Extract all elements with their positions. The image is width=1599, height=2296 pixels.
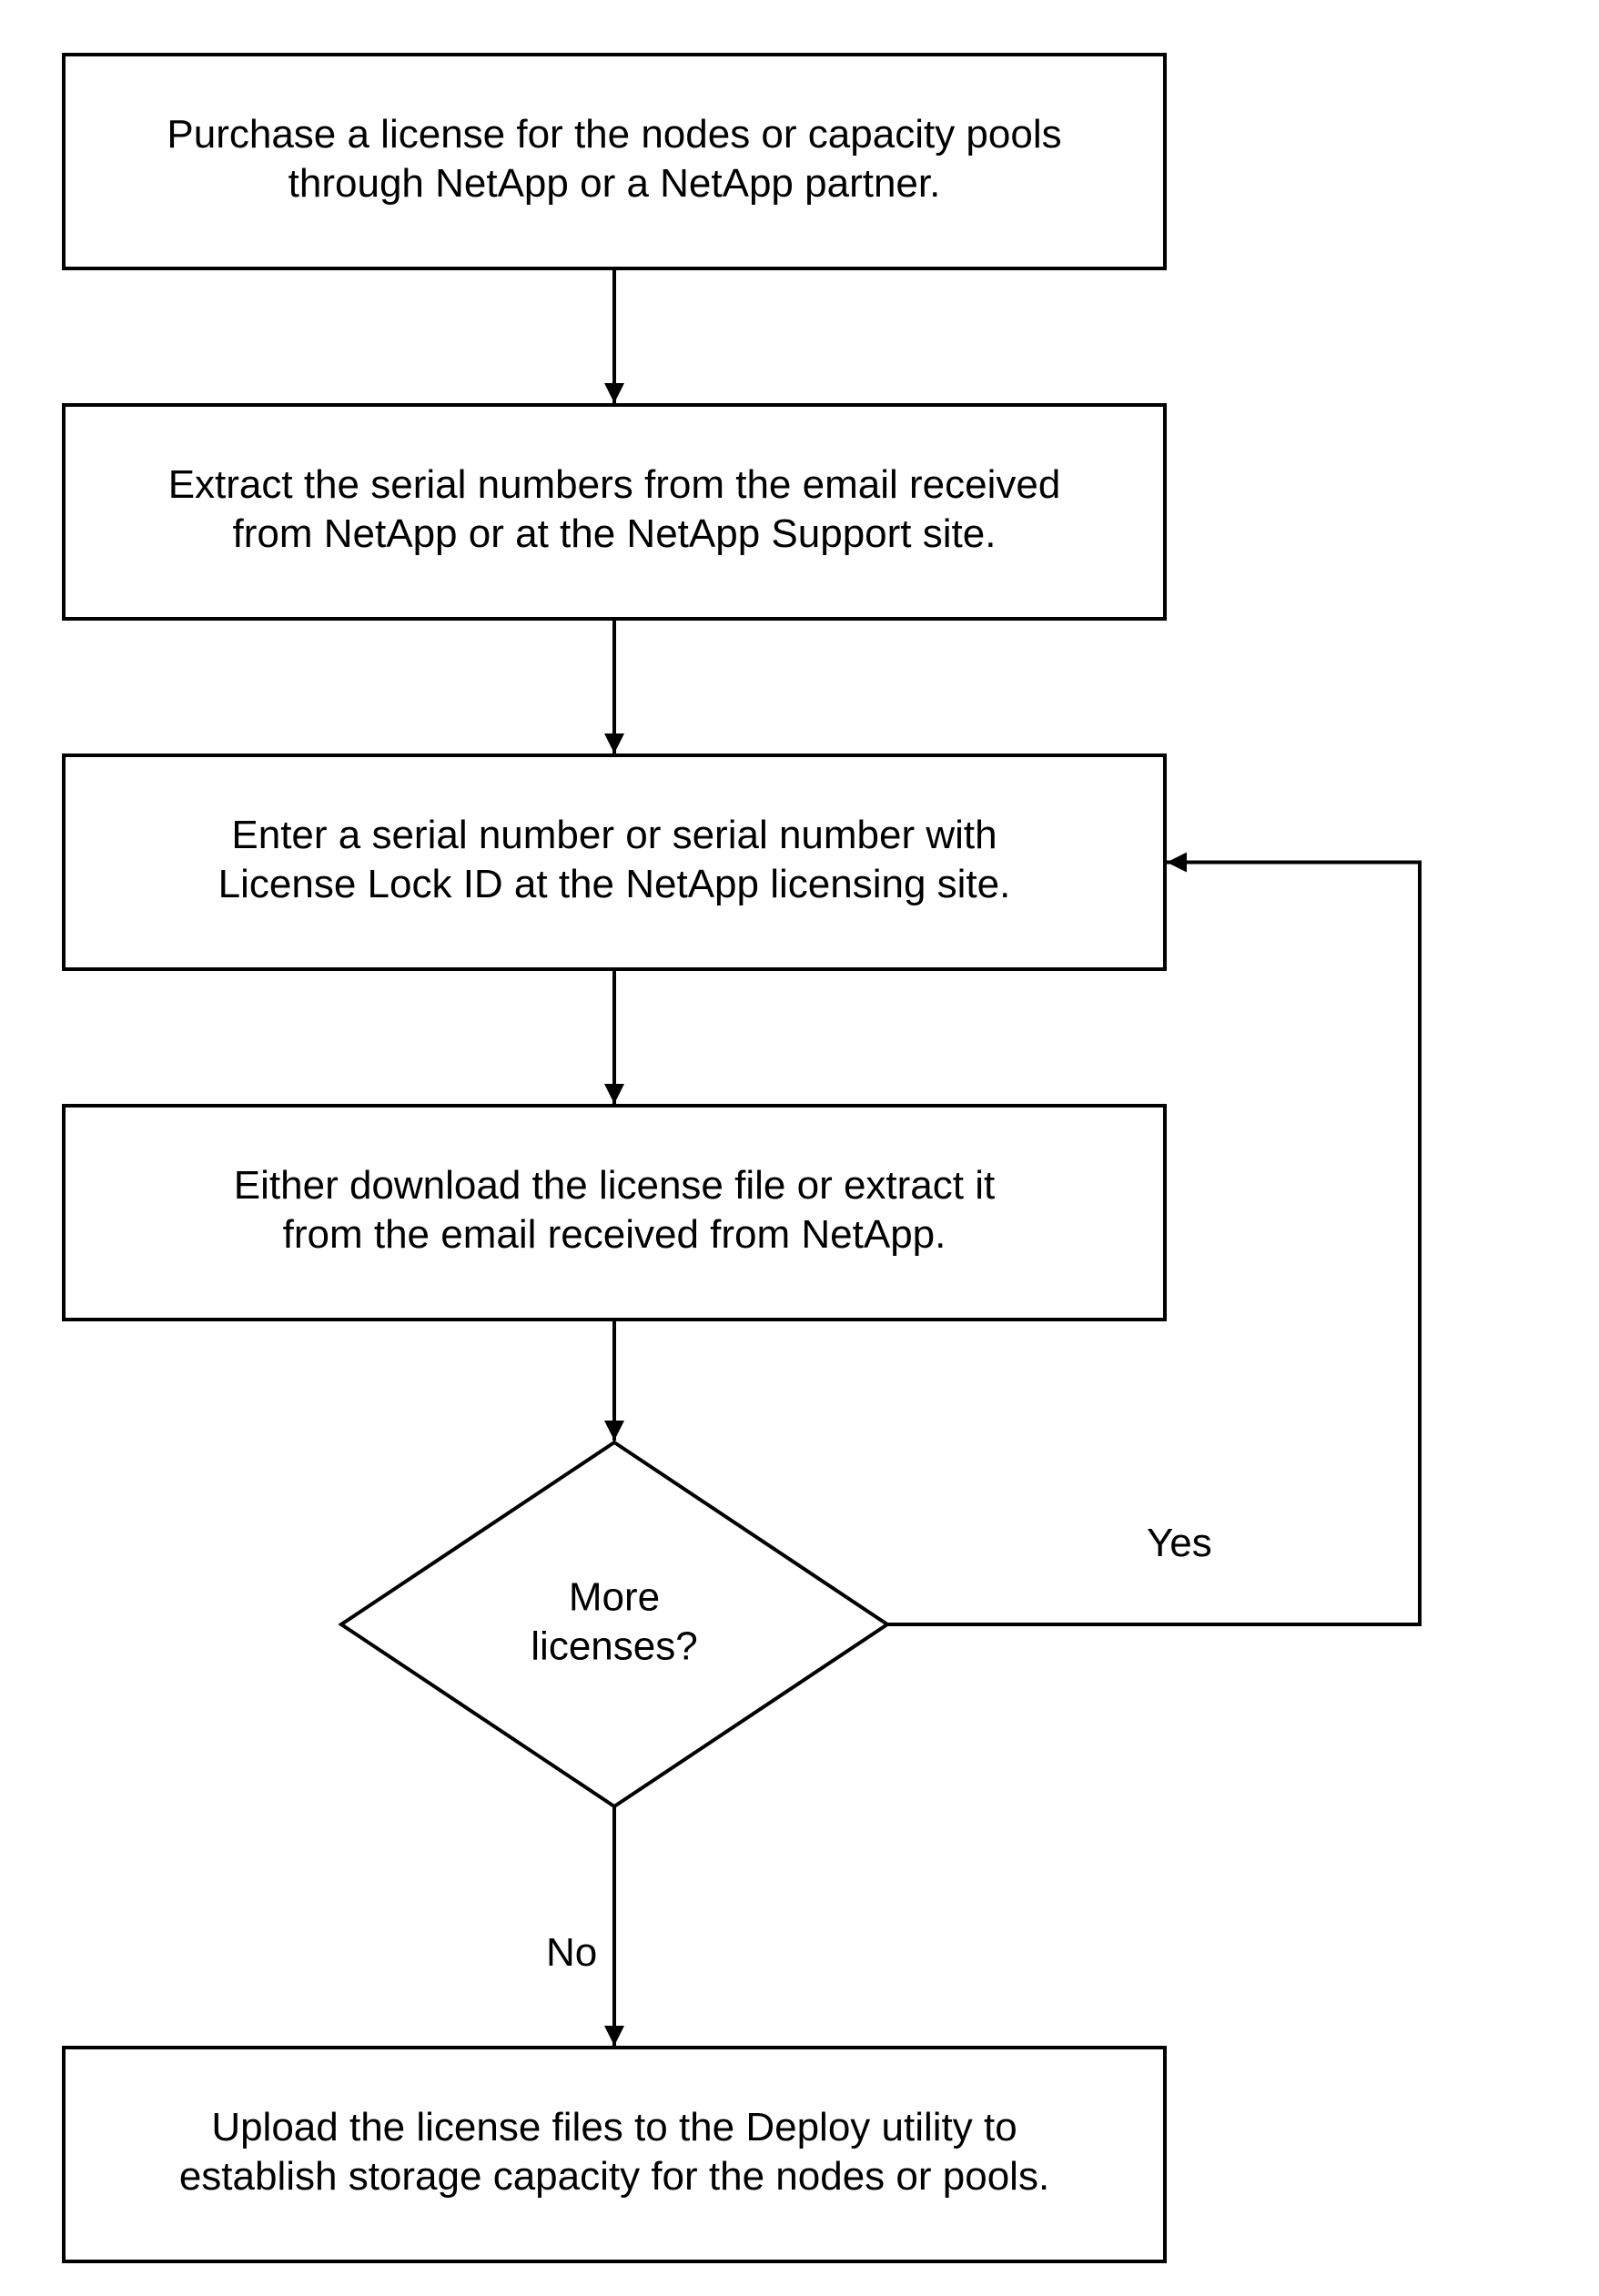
node-step4-text-line-0: Either download the license file or extr… [234, 1163, 995, 1208]
node-step2-text-line-1: from NetApp or at the NetApp Support sit… [233, 511, 997, 556]
node-step2-text-line-0: Extract the serial numbers from the emai… [168, 462, 1061, 507]
node-decision-text-line-0: More [569, 1575, 660, 1620]
node-step5-text-line-0: Upload the license files to the Deploy u… [211, 2105, 1017, 2149]
node-step3-text-line-0: Enter a serial number or serial number w… [231, 813, 997, 857]
node-step4-text-line-1: from the email received from NetApp. [283, 1212, 946, 1257]
node-decision-text-line-1: licenses? [531, 1624, 697, 1669]
node-step1-text-line-0: Purchase a license for the nodes or capa… [167, 112, 1061, 157]
edge-label-no: No [546, 1930, 597, 1975]
node-step3-text-line-1: License Lock ID at the NetApp licensing … [218, 862, 1011, 906]
node-step5-text-line-1: establish storage capacity for the nodes… [179, 2154, 1049, 2199]
edge-label-yes: Yes [1147, 1521, 1212, 1565]
node-step1-text-line-1: through NetApp or a NetApp partner. [288, 161, 941, 206]
flowchart-diagram: No Yes Purchase a license for the nodes or… [0, 0, 1599, 2296]
